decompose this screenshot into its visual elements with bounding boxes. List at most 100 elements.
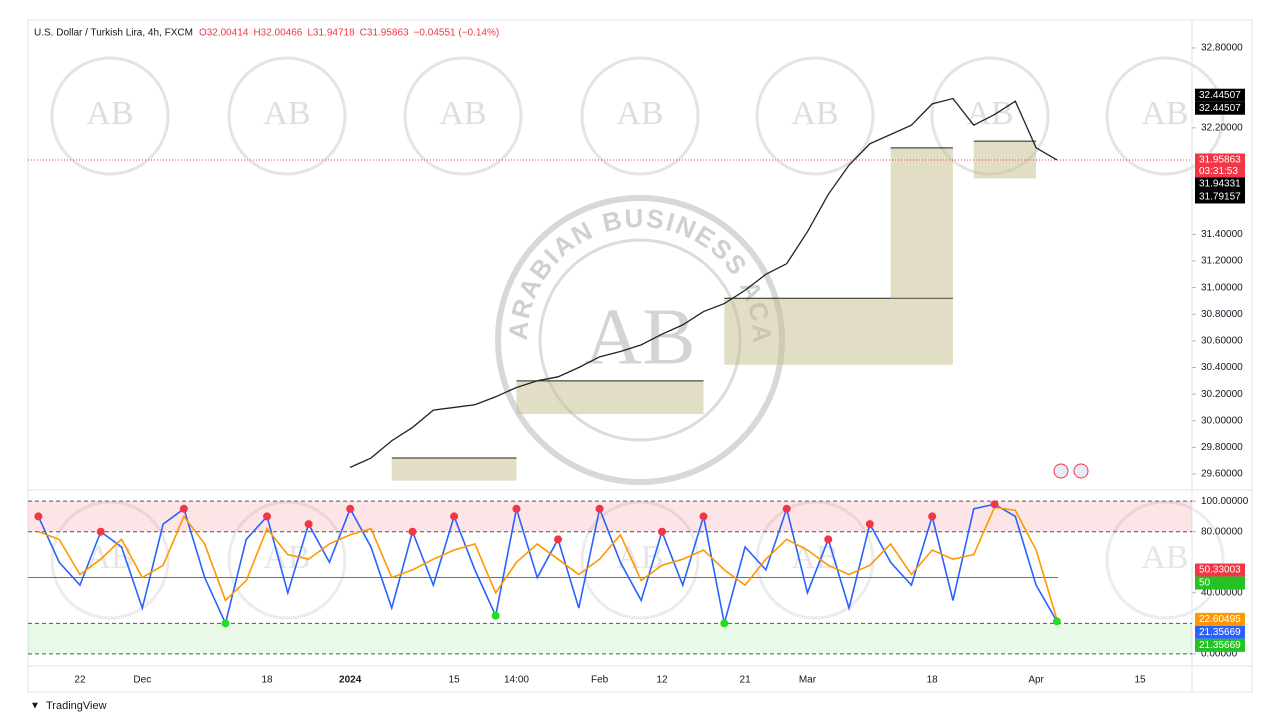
watermark-ring [227, 500, 347, 620]
watermark-logo: AB [439, 95, 486, 132]
peak-dot [346, 504, 355, 513]
trough-dot [491, 611, 500, 620]
peak-dot [179, 504, 188, 513]
y-tick-label: 0.00000 [1201, 649, 1238, 660]
x-tick-label: Dec [133, 675, 151, 686]
level-label-box [1195, 625, 1245, 639]
price-label: 31.95863 [1199, 155, 1241, 166]
watermark-logo: AB [1141, 95, 1188, 132]
watermark-ring [50, 500, 170, 620]
price-label-box [1195, 101, 1245, 115]
level-label: 50.33003 [1199, 565, 1241, 576]
y-tick-label: 29.80000 [1201, 442, 1243, 453]
watermark-logo: AB [1141, 539, 1188, 576]
peak-dot [263, 512, 272, 521]
peak-dot [782, 504, 791, 513]
oscillator-line [38, 506, 1058, 620]
ohlc: L31.94718 [307, 28, 355, 39]
symbol-title: U.S. Dollar / Turkish Lira, 4h, FXCM [34, 28, 193, 39]
zone [973, 141, 1037, 179]
watermark-ring [1105, 56, 1225, 176]
watermark-logo: AB [966, 95, 1013, 132]
y-tick-label: 30.00000 [1201, 415, 1243, 426]
oscillator-line [37, 503, 1058, 626]
watermark-logo: AB [616, 95, 663, 132]
y-tick-label: 30.40000 [1201, 362, 1243, 373]
price-label: 32.44507 [1199, 103, 1241, 114]
price-label-box [1195, 88, 1245, 102]
price-label-box [1195, 190, 1245, 204]
price-label: 32.44507 [1199, 90, 1241, 101]
y-tick-label: 31.40000 [1201, 229, 1243, 240]
event-flag[interactable] [1053, 463, 1069, 479]
peak-dot [824, 535, 833, 544]
zone [516, 380, 704, 415]
ohlc: O32.00414 [199, 28, 249, 39]
level-label-box [1195, 638, 1245, 652]
peak-dot [595, 504, 604, 513]
x-tick-label: 21 [740, 675, 752, 686]
watermark-ring [50, 56, 170, 176]
peak-dot [34, 512, 43, 521]
price-label-box [1195, 177, 1245, 191]
y-tick-label: 32.80000 [1201, 43, 1243, 54]
watermark-logo: AB [263, 95, 310, 132]
peak-dot [699, 512, 708, 521]
zone [391, 458, 517, 481]
price-label-box [1195, 153, 1245, 178]
trough-dot [221, 619, 230, 628]
trough-dot [720, 619, 729, 628]
peak-dot [865, 520, 874, 529]
x-tick-label: 22 [74, 675, 86, 686]
x-tick-label: 14:00 [504, 675, 529, 686]
peak-dot [928, 512, 937, 521]
level-label-box [1195, 563, 1245, 577]
watermark-logo: AB [86, 95, 133, 132]
level-label-box [1195, 576, 1245, 590]
lower-band [28, 623, 1192, 654]
peak-dot [408, 527, 417, 536]
peak-dot [304, 520, 313, 529]
y-tick-label: 31.20000 [1201, 256, 1243, 267]
ohlc: −0.04551 (−0.14%) [414, 28, 500, 39]
countdown: 03:31:53 [1199, 166, 1238, 177]
price-label: 31.79157 [1199, 192, 1241, 203]
zone [890, 147, 953, 299]
watermark-ring [580, 56, 700, 176]
watermark-ring [1105, 500, 1225, 620]
zone [724, 298, 953, 365]
peak-dot [657, 527, 666, 536]
peak-dot [554, 535, 563, 544]
x-tick-label: Feb [591, 675, 609, 686]
y-tick-label: 80.00000 [1201, 526, 1243, 537]
watermark-ring [403, 56, 523, 176]
peak-dot [450, 512, 459, 521]
peak-dot [512, 504, 521, 513]
level-label: 22.60495 [1199, 614, 1241, 625]
level-label: 21.35669 [1199, 627, 1241, 638]
price-line [349, 97, 1058, 468]
watermark-logo: AB [584, 293, 695, 381]
y-tick-label: 100.00000 [1201, 496, 1249, 507]
y-tick-label: 30.60000 [1201, 336, 1243, 347]
level-label-box [1195, 612, 1245, 626]
watermark-ring [755, 56, 875, 176]
y-tick-label: 31.00000 [1201, 282, 1243, 293]
ohlc: C31.95863 [360, 28, 409, 39]
y-tick-label: 29.60000 [1201, 469, 1243, 480]
event-flag[interactable] [1073, 463, 1089, 479]
level-label: 50 [1199, 578, 1211, 589]
x-tick-label: Mar [799, 675, 817, 686]
x-tick-label: 15 [1134, 675, 1146, 686]
level-label: 21.35669 [1199, 640, 1241, 651]
watermark-logo: AB [86, 539, 133, 576]
x-tick-label: 18 [261, 675, 273, 686]
trough-dot [1052, 617, 1061, 626]
watermark-logo: AB [791, 95, 838, 132]
y-tick-label: 40.00000 [1201, 587, 1243, 598]
footer-brand: TradingView [46, 700, 107, 712]
upper-band [28, 501, 1192, 532]
ohlc: H32.00466 [253, 28, 302, 39]
